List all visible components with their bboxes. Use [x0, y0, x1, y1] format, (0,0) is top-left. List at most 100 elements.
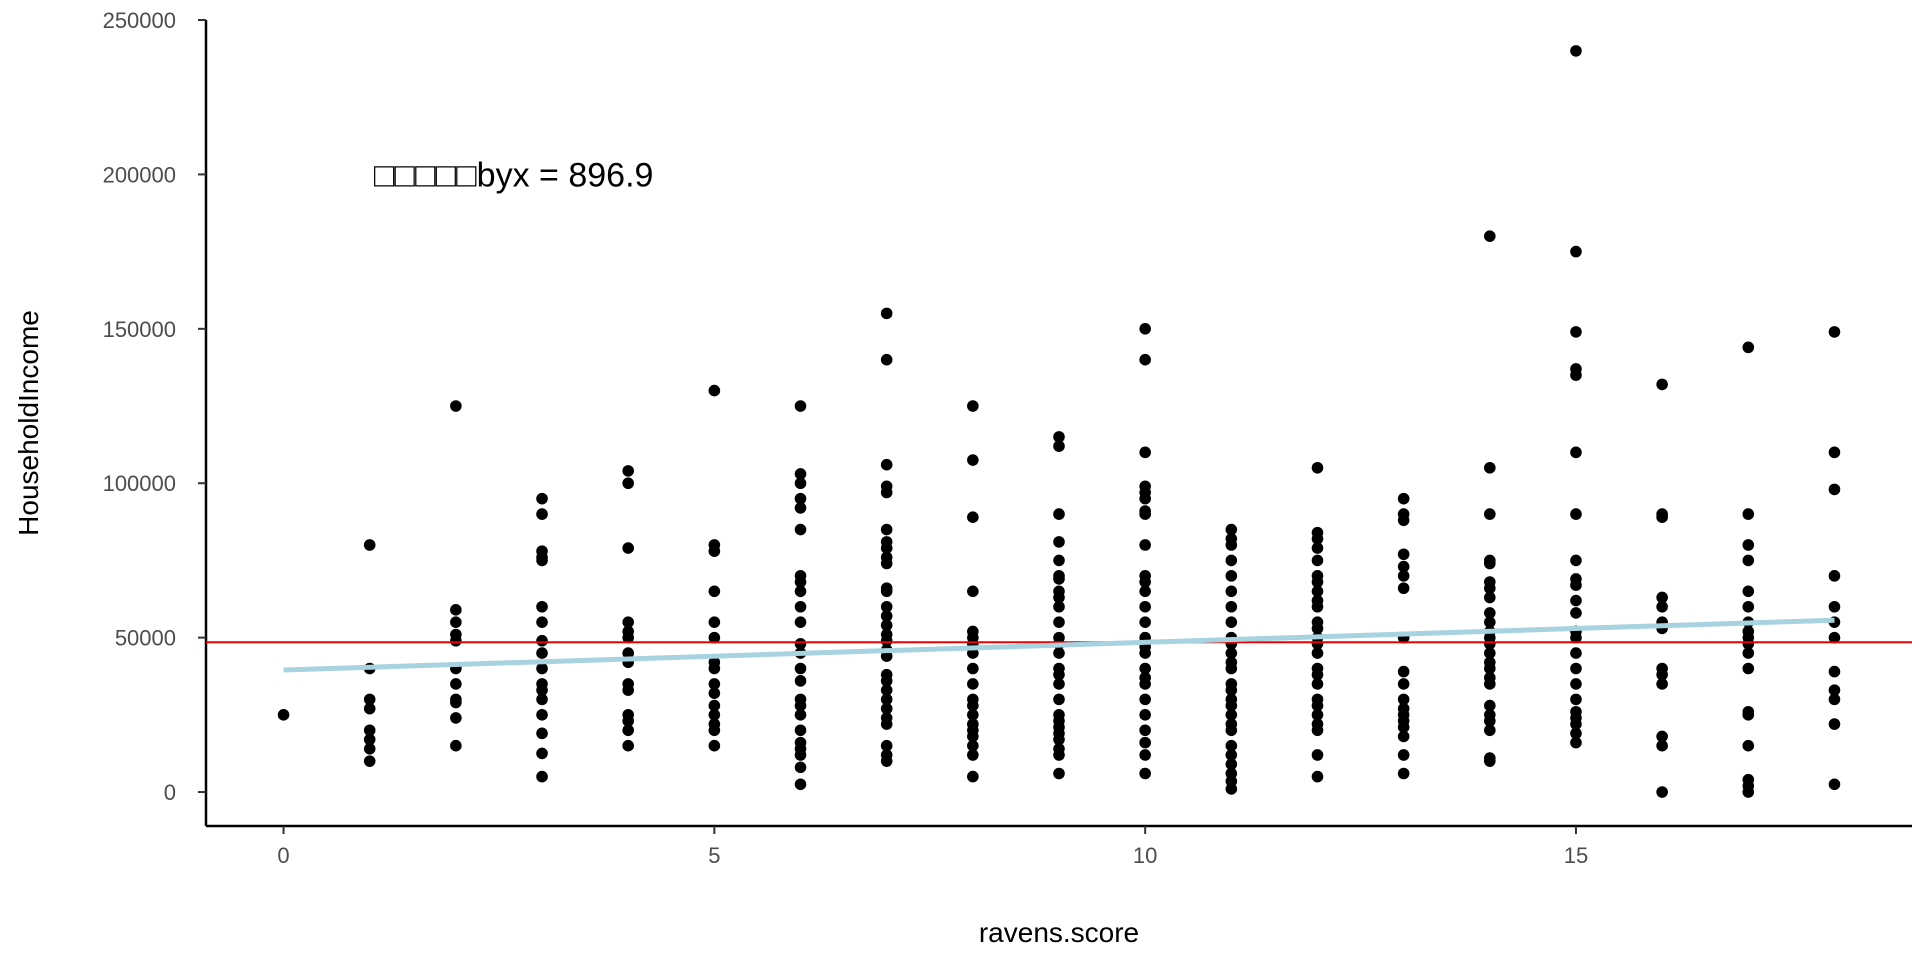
data-point — [794, 576, 807, 588]
data-point — [1656, 739, 1668, 752]
data-point — [880, 600, 893, 613]
data-point — [967, 400, 979, 412]
data-point — [1397, 492, 1410, 505]
data-point — [1484, 662, 1496, 675]
data-point — [277, 709, 290, 721]
data-point — [1828, 778, 1841, 791]
data-point — [1053, 647, 1065, 659]
data-point — [708, 739, 721, 752]
data-point — [1139, 709, 1151, 721]
data-point — [1828, 570, 1841, 582]
data-point — [1139, 446, 1151, 459]
data-point — [622, 739, 634, 752]
data-point — [1053, 668, 1065, 681]
data-point — [1656, 511, 1668, 523]
data-point — [1053, 440, 1065, 452]
data-point — [1570, 736, 1582, 749]
data-point — [1311, 600, 1324, 613]
data-point — [1828, 684, 1841, 696]
x-tick-label: 0 — [277, 843, 289, 868]
data-point — [1570, 631, 1582, 644]
data-point — [1656, 600, 1668, 613]
data-point — [1742, 554, 1755, 567]
data-point — [880, 557, 893, 570]
data-point — [1311, 749, 1324, 761]
data-point — [1225, 539, 1238, 551]
data-point — [1139, 600, 1151, 613]
data-point — [794, 761, 807, 774]
data-point — [1139, 749, 1151, 761]
data-point — [1742, 709, 1755, 721]
data-point — [1139, 616, 1151, 628]
data-point — [1053, 600, 1065, 613]
data-point — [1053, 693, 1065, 706]
data-point — [1225, 758, 1238, 771]
data-point — [1570, 594, 1582, 607]
data-point — [1053, 554, 1065, 567]
data-point — [1311, 638, 1324, 650]
data-point — [1570, 727, 1582, 740]
data-point — [794, 600, 807, 613]
data-point — [1053, 508, 1065, 520]
data-point — [1570, 554, 1582, 567]
data-point — [708, 662, 721, 675]
data-point — [1484, 647, 1496, 659]
data-point — [794, 675, 807, 687]
data-point — [1311, 770, 1324, 783]
data-point — [536, 684, 548, 696]
data-point — [708, 687, 721, 700]
data-point — [1311, 461, 1324, 474]
y-axis-ticks: 0 50000 100000 150000 200000 250000 — [103, 8, 206, 805]
data-point — [1139, 724, 1151, 737]
data-point — [1311, 699, 1324, 712]
data-point — [1484, 461, 1496, 474]
data-point — [1225, 570, 1238, 582]
x-axis-title: ravens.score — [979, 917, 1139, 948]
data-point — [1225, 724, 1238, 737]
data-point — [450, 739, 462, 752]
data-point — [1397, 548, 1410, 561]
data-point — [880, 458, 893, 471]
data-point — [1742, 585, 1755, 598]
data-point — [536, 747, 548, 760]
data-point — [794, 662, 807, 675]
data-point — [1397, 730, 1410, 743]
data-point — [1139, 323, 1151, 335]
data-point — [1139, 492, 1151, 505]
data-point — [1225, 783, 1238, 795]
data-point — [1570, 607, 1582, 619]
data-point — [880, 675, 893, 687]
data-point — [1397, 678, 1410, 690]
data-point — [1139, 576, 1151, 588]
data-point — [880, 702, 893, 715]
data-point — [1053, 616, 1065, 628]
data-point — [1225, 709, 1238, 721]
data-point — [1225, 684, 1238, 696]
data-point — [536, 492, 548, 505]
data-point — [1225, 647, 1238, 659]
data-point — [622, 647, 634, 659]
data-point — [794, 724, 807, 737]
data-point — [1139, 736, 1151, 749]
data-point — [363, 733, 376, 746]
data-point — [967, 730, 979, 743]
data-point — [1311, 668, 1324, 681]
data-point — [880, 542, 893, 554]
data-point — [1484, 638, 1496, 650]
data-point — [1570, 647, 1582, 659]
data-point — [1742, 508, 1755, 520]
data-point — [1570, 369, 1582, 381]
data-points — [277, 45, 1841, 798]
data-point — [967, 749, 979, 761]
data-point — [1397, 721, 1410, 733]
data-point — [536, 554, 548, 567]
data-point — [708, 631, 721, 644]
data-point — [1311, 709, 1324, 721]
data-point — [708, 585, 721, 598]
data-point — [794, 523, 807, 536]
data-point — [1742, 739, 1755, 752]
data-point — [1570, 326, 1582, 338]
data-point — [622, 477, 634, 490]
data-point — [1225, 616, 1238, 628]
data-point — [1225, 585, 1238, 598]
